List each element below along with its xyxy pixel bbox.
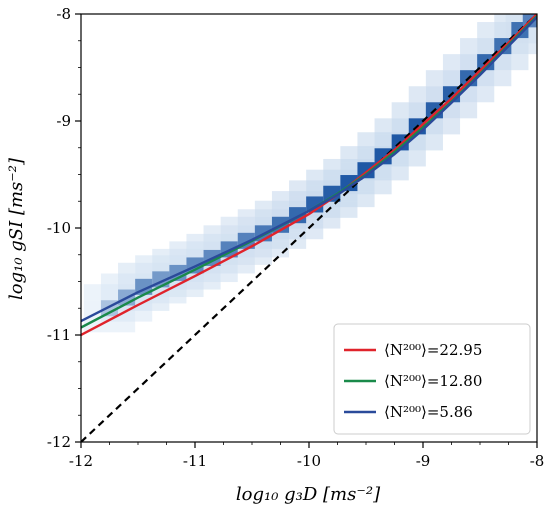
density-cell-halo: [169, 241, 187, 258]
density-cell-halo: [523, 0, 540, 11]
y-tick-label: -11: [47, 326, 71, 344]
one-to-one-reference-line: [81, 14, 537, 442]
density-cell-halo: [425, 134, 443, 151]
density-cell-halo: [254, 200, 272, 217]
legend-label-3: ⟨N²⁰⁰⟩=5.86: [384, 403, 473, 421]
density-cell-halo: [442, 70, 461, 87]
y-tick-label: -9: [56, 112, 71, 130]
density-cell-halo: [374, 178, 392, 195]
y-tick-label: -12: [47, 433, 71, 451]
density-cell-halo: [528, 38, 537, 55]
x-tick-label: -9: [416, 452, 431, 470]
density-cell-halo: [425, 70, 443, 87]
density-cell-halo: [289, 180, 307, 197]
density-cell: [323, 185, 341, 202]
density-cell-halo: [391, 118, 409, 135]
density-cell-halo: [100, 273, 119, 290]
density-cell-halo: [152, 248, 170, 265]
density-cell-halo: [374, 134, 392, 151]
plot-area: [81, 0, 550, 442]
density-cell-halo: [460, 38, 478, 55]
density-cell-halo: [494, 54, 512, 71]
density-cell-halo: [220, 216, 238, 233]
density-cell-halo: [408, 102, 426, 119]
density-cell-halo: [135, 255, 153, 272]
density-cell-halo: [340, 146, 358, 163]
y-tick-label: -8: [56, 5, 71, 23]
density-cell-halo: [203, 225, 221, 242]
density-cell-halo: [306, 169, 324, 186]
legend: ⟨N²⁰⁰⟩=22.95 ⟨N²⁰⁰⟩=12.80 ⟨N²⁰⁰⟩=5.86: [333, 323, 531, 435]
x-tick-label: -10: [297, 452, 321, 470]
density-cell-halo: [357, 148, 375, 165]
density-cell-halo: [408, 150, 426, 167]
density-cell-halo: [186, 233, 204, 250]
legend-label-1: ⟨N²⁰⁰⟩=22.95: [384, 341, 482, 359]
density-cell-halo: [540, 11, 550, 27]
axes: -12 -11 -10 -9 -8 -12 -11 -10 -9 -8: [47, 5, 544, 470]
x-axis-label: log₁₀ g₃D [ms⁻²]: [236, 484, 381, 505]
legend-label-2: ⟨N²⁰⁰⟩=12.80: [384, 372, 482, 390]
y-axis-label: log₁₀ gSI [ms⁻²]: [6, 157, 27, 300]
series-line-1: [81, 14, 537, 337]
density-cell-halo: [374, 164, 392, 181]
density-cell-halo: [271, 191, 290, 208]
y-tick-label: -10: [47, 219, 71, 237]
density-cell-halo: [237, 209, 255, 226]
density-cell-halo: [460, 102, 478, 119]
density-cell-halo: [442, 118, 461, 135]
legend-box: [333, 323, 531, 435]
x-tick-label: -8: [530, 452, 545, 470]
density-cell-halo: [477, 22, 495, 39]
density-cell-halo: [425, 86, 443, 103]
density-cell-halo: [357, 132, 375, 149]
density-cell-halo: [391, 164, 409, 181]
density-cell-halo: [494, 14, 512, 23]
density-cell-halo: [357, 178, 375, 195]
density-cell: [357, 162, 375, 179]
density-cell-halo: [83, 284, 101, 301]
density-cell-halo: [477, 38, 495, 55]
density-cell-halo: [340, 162, 358, 179]
density-cell-halo: [506, 0, 523, 11]
density-cell-halo: [494, 70, 512, 87]
density-cell-halo: [83, 300, 101, 317]
x-tick-label: -11: [183, 452, 207, 470]
density-cell-halo: [460, 54, 478, 71]
density-cell-halo: [540, 27, 550, 43]
density-cell-halo: [323, 158, 341, 176]
density-cell-halo: [442, 54, 461, 71]
density-cell-halo: [374, 118, 392, 135]
density-cell-halo: [511, 54, 529, 71]
density-cell-halo: [391, 102, 409, 119]
density-cell-halo: [540, 0, 550, 11]
series-line-3: [81, 16, 537, 323]
density-cell-halo: [408, 86, 426, 103]
density-cell-halo: [357, 191, 375, 208]
x-tick-label: -12: [69, 452, 93, 470]
density-cell-halo: [477, 86, 495, 103]
density-cell-halo: [118, 262, 136, 279]
